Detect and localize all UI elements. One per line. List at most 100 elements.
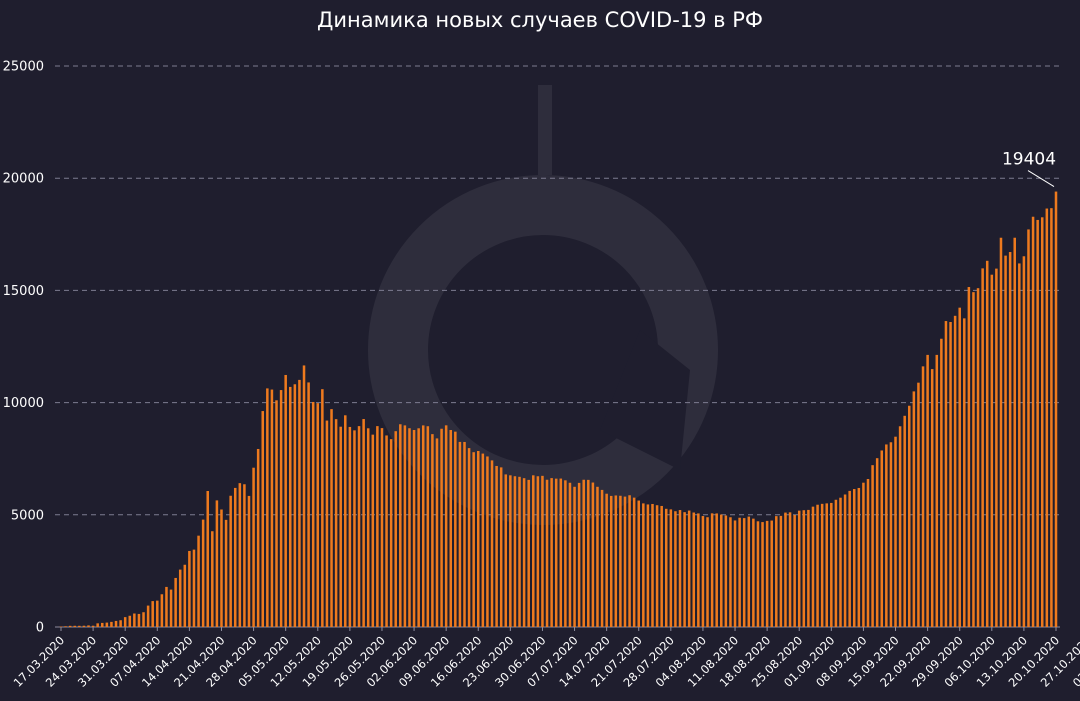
bar bbox=[467, 448, 471, 627]
bar bbox=[371, 434, 375, 627]
bar bbox=[486, 456, 489, 627]
bar bbox=[87, 625, 90, 627]
bar bbox=[930, 369, 934, 627]
bar bbox=[715, 513, 718, 627]
bar bbox=[875, 458, 879, 627]
bar bbox=[1013, 237, 1016, 628]
bar bbox=[646, 504, 650, 627]
bar bbox=[156, 600, 159, 627]
bar bbox=[724, 515, 728, 627]
bar bbox=[78, 625, 81, 627]
bar bbox=[513, 476, 517, 627]
bar bbox=[857, 487, 861, 627]
bar bbox=[894, 436, 897, 627]
bar bbox=[266, 388, 269, 627]
bar bbox=[651, 503, 654, 627]
bar bbox=[807, 509, 810, 627]
bar bbox=[609, 495, 613, 627]
bar bbox=[692, 512, 696, 627]
bar bbox=[403, 425, 407, 627]
bar bbox=[747, 516, 751, 627]
bar bbox=[596, 486, 599, 627]
y-tick-label: 10000 bbox=[3, 396, 44, 411]
bar bbox=[481, 453, 485, 627]
bar bbox=[165, 586, 168, 627]
bar bbox=[532, 475, 535, 627]
bar bbox=[321, 389, 324, 627]
bar bbox=[976, 288, 980, 627]
bar bbox=[220, 509, 223, 627]
bar bbox=[298, 379, 301, 627]
bar bbox=[761, 522, 764, 627]
bar bbox=[357, 426, 361, 627]
watermark-spire bbox=[538, 85, 552, 175]
bar bbox=[848, 490, 851, 627]
bar bbox=[101, 622, 104, 627]
bar bbox=[866, 479, 870, 627]
bar bbox=[600, 489, 604, 627]
bar bbox=[256, 448, 260, 627]
bar bbox=[770, 520, 773, 627]
bar bbox=[972, 292, 975, 627]
bar bbox=[953, 315, 957, 627]
bar bbox=[224, 519, 228, 627]
bar bbox=[687, 510, 691, 627]
bar bbox=[353, 430, 356, 627]
bar bbox=[619, 495, 622, 627]
bar bbox=[1054, 191, 1058, 627]
bar bbox=[421, 425, 425, 627]
bar bbox=[311, 401, 315, 627]
bar bbox=[247, 495, 251, 627]
bar bbox=[843, 494, 847, 627]
bar bbox=[344, 415, 347, 627]
bar bbox=[678, 510, 682, 627]
bar bbox=[215, 500, 219, 627]
bar bbox=[495, 465, 498, 627]
bar bbox=[440, 428, 443, 627]
bar bbox=[454, 431, 457, 627]
bar bbox=[674, 511, 677, 627]
bar bbox=[183, 564, 187, 627]
bar bbox=[1018, 263, 1021, 627]
bar bbox=[999, 237, 1003, 628]
bar bbox=[912, 391, 916, 627]
bar bbox=[472, 452, 475, 627]
bar bbox=[541, 475, 544, 627]
bar bbox=[880, 450, 884, 627]
bar bbox=[380, 428, 384, 627]
bar bbox=[197, 535, 200, 627]
bar bbox=[394, 431, 397, 627]
bar bbox=[545, 479, 549, 627]
bar bbox=[376, 426, 379, 627]
bar bbox=[366, 428, 370, 627]
bar bbox=[206, 491, 209, 627]
bar bbox=[577, 482, 581, 627]
bar bbox=[775, 516, 778, 627]
bar bbox=[898, 426, 902, 627]
bar bbox=[142, 612, 145, 627]
bar bbox=[752, 518, 755, 627]
bar bbox=[270, 389, 274, 627]
bar bbox=[1022, 256, 1026, 627]
bar bbox=[137, 613, 141, 627]
bar bbox=[710, 513, 714, 627]
y-tick-label: 15000 bbox=[3, 284, 44, 299]
bar bbox=[559, 478, 563, 627]
bar bbox=[765, 520, 769, 627]
bars bbox=[59, 191, 1058, 628]
bar bbox=[903, 415, 906, 627]
bar bbox=[839, 497, 842, 627]
bar bbox=[233, 487, 237, 627]
bar bbox=[504, 474, 508, 627]
bar bbox=[82, 625, 86, 627]
bar bbox=[554, 478, 558, 627]
bar bbox=[431, 434, 434, 627]
bar bbox=[449, 430, 453, 627]
y-tick-label: 25000 bbox=[3, 60, 44, 75]
bar bbox=[917, 382, 920, 627]
bar bbox=[990, 274, 994, 627]
bar bbox=[211, 531, 214, 627]
bar bbox=[949, 322, 952, 627]
bar bbox=[307, 382, 310, 627]
